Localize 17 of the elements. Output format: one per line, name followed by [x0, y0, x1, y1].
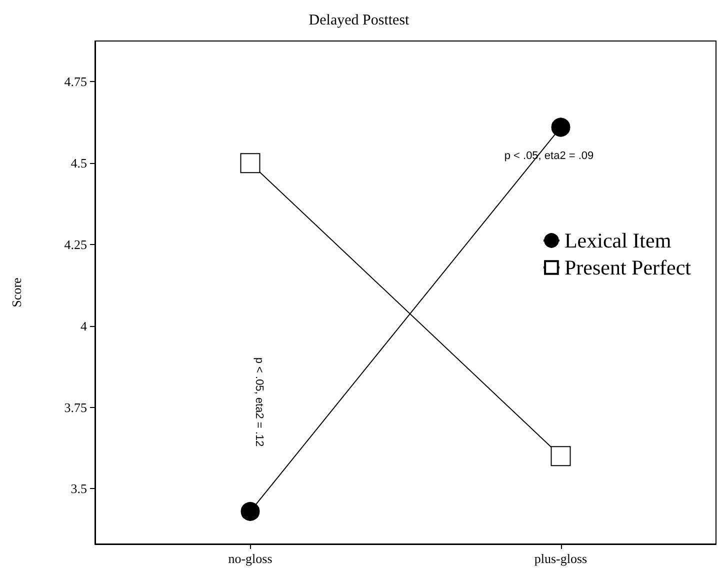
- chart-title: Delayed Posttest: [308, 12, 410, 28]
- point: [551, 118, 570, 137]
- legend-label: Lexical Item: [564, 228, 672, 252]
- annotation: p < .05, eta2 = .12: [253, 357, 265, 447]
- point: [240, 153, 260, 174]
- legend-label: Present Perfect: [564, 256, 692, 280]
- y-tick-label: 3.5: [70, 481, 87, 496]
- x-tick-label: no-gloss: [228, 551, 272, 566]
- point: [550, 446, 571, 466]
- y-tick-label: 4.5: [70, 156, 87, 171]
- y-tick-label: 4: [80, 318, 88, 334]
- y-tick-label: 4.25: [64, 236, 87, 252]
- y-tick-label: 3.75: [64, 400, 87, 415]
- x-tick-label: plus-gloss: [534, 551, 588, 566]
- y-tick-label: 4.75: [64, 74, 87, 90]
- y-axis-title: Score: [9, 277, 24, 308]
- point: [240, 502, 260, 521]
